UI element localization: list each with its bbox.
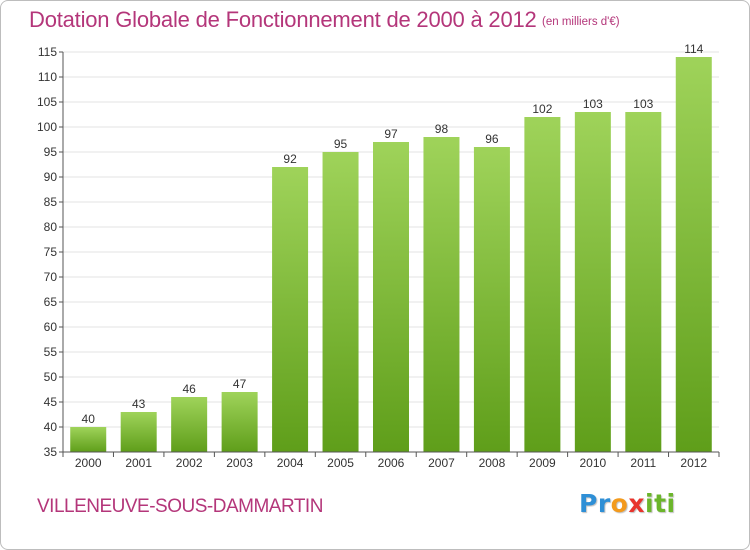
bar-2001: [120, 412, 157, 452]
data-label-2007: 98: [435, 122, 449, 136]
city-name: VILLENEUVE-SOUS-DAMMARTIN: [37, 496, 323, 517]
x-tick-label: 2012: [680, 456, 707, 470]
y-tick-label: 70: [44, 270, 58, 284]
bar-2008: [473, 147, 510, 452]
y-tick-label: 65: [44, 295, 58, 309]
y-tick-label: 45: [44, 395, 58, 409]
data-label-2001: 43: [132, 397, 146, 411]
x-tick-label: 2003: [226, 456, 253, 470]
logo-letter: o: [610, 489, 629, 518]
logo-letter: i: [645, 489, 655, 518]
y-tick-label: 85: [44, 195, 58, 209]
logo-letter: t: [654, 489, 667, 518]
y-tick-label: 75: [44, 245, 58, 259]
x-tick-label: 2007: [428, 456, 455, 470]
data-label-2006: 97: [384, 127, 398, 141]
bar-2009: [524, 117, 561, 452]
bar-2004: [272, 167, 309, 452]
y-tick-label: 105: [37, 95, 57, 109]
y-tick-label: 80: [44, 220, 58, 234]
bar-2005: [322, 152, 359, 452]
x-tick-label: 2009: [529, 456, 556, 470]
logo-letter: i: [666, 489, 676, 518]
y-tick-label: 115: [38, 45, 57, 59]
bar-2010: [574, 112, 611, 452]
x-tick-label: 2006: [378, 456, 405, 470]
y-tick-label: 90: [44, 170, 58, 184]
chart-subtitle: (en milliers d'€): [542, 16, 620, 28]
x-tick-label: 2001: [125, 456, 152, 470]
data-label-2008: 96: [485, 132, 499, 146]
x-tick-label: 2002: [176, 456, 203, 470]
data-label-2002: 46: [182, 382, 196, 396]
y-tick-label: 35: [44, 445, 58, 459]
y-tick-label: 95: [44, 145, 58, 159]
proxiti-logo: Proxiti: [579, 489, 676, 518]
bar-2012: [675, 57, 712, 452]
x-tick-label: 2011: [630, 456, 656, 470]
data-label-2011: 103: [633, 97, 653, 111]
bar-2000: [70, 427, 107, 452]
y-tick-label: 60: [44, 320, 58, 334]
x-tick-label: 2008: [479, 456, 506, 470]
bar-2002: [171, 397, 208, 452]
y-tick-label: 100: [37, 120, 57, 134]
x-tick-label: 2004: [277, 456, 304, 470]
data-label-2004: 92: [283, 152, 297, 166]
bar-2011: [625, 112, 662, 452]
logo-letter: r: [597, 489, 611, 518]
y-tick-label: 50: [44, 370, 58, 384]
x-tick-label: 2000: [75, 456, 102, 470]
data-labels: 40 43 46 47 92 95 97 98 96 102 103 103 114: [82, 42, 704, 426]
x-tick-label: 2010: [579, 456, 606, 470]
data-label-2000: 40: [82, 412, 96, 426]
bars: [70, 57, 712, 452]
logo-letter: x: [628, 489, 645, 518]
y-tick-label: 40: [44, 420, 58, 434]
data-label-2003: 47: [233, 377, 247, 391]
y-tick-label: 110: [38, 70, 57, 84]
bar-2003: [221, 392, 258, 452]
bar-2007: [423, 137, 460, 452]
axes: 35 40 45 50 55 60 65 70 75 80 85 90 95 100 105 110 115 20…: [37, 45, 720, 470]
logo-letter: P: [579, 489, 598, 518]
data-label-2009: 102: [532, 102, 552, 116]
x-tick-label: 2005: [327, 456, 354, 470]
bar-2006: [373, 142, 409, 452]
data-label-2005: 95: [334, 137, 348, 151]
data-label-2010: 103: [583, 97, 603, 111]
chart-title: Dotation Globale de Fonctionnement de 20…: [29, 7, 537, 32]
y-tick-label: 55: [44, 345, 58, 359]
data-label-2012: 114: [684, 42, 703, 56]
